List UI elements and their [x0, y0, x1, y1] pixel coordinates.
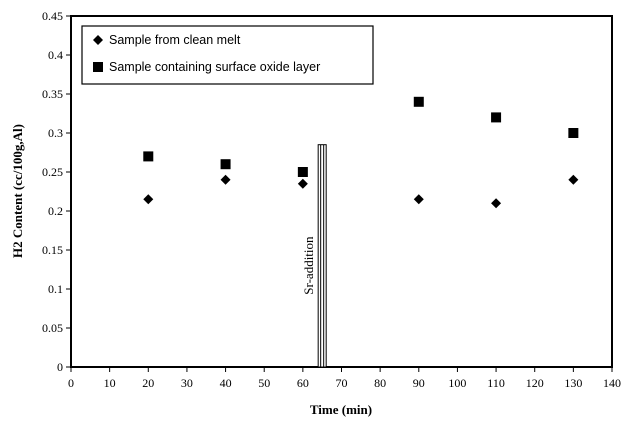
- clean-melt-point: [143, 194, 154, 205]
- y-tick-label: 0.4: [48, 48, 63, 62]
- oxide-layer-point: [297, 167, 308, 177]
- x-tick-label: 30: [181, 376, 193, 390]
- x-tick-label: 110: [487, 376, 505, 390]
- y-tick-label: 0.05: [42, 321, 63, 335]
- x-tick-label: 0: [68, 376, 74, 390]
- legend-diamond-icon: [93, 35, 103, 45]
- sr-addition-annotation: Sr-addition: [301, 144, 327, 368]
- x-axis: 0 10 20 30 40 50 60 70 80 90 100 110 120 130 140: [68, 367, 621, 390]
- x-tick-label: 80: [374, 376, 386, 390]
- sr-addition-label: Sr-addition: [301, 236, 316, 295]
- legend-square-icon: [93, 62, 103, 72]
- legend-label-oxide-layer: Sample containing surface oxide layer: [109, 60, 320, 74]
- x-tick-label: 10: [104, 376, 116, 390]
- clean-melt-point: [491, 198, 502, 209]
- x-axis-label: Time (min): [310, 402, 372, 417]
- y-tick-label: 0.2: [48, 204, 63, 218]
- x-tick-label: 100: [448, 376, 466, 390]
- x-tick-label: 90: [413, 376, 425, 390]
- x-tick-label: 60: [297, 376, 309, 390]
- x-tick-label: 50: [258, 376, 270, 390]
- x-tick-label: 40: [220, 376, 232, 390]
- y-tick-label: 0.25: [42, 165, 63, 179]
- x-tick-label: 120: [526, 376, 544, 390]
- legend-label-clean-melt: Sample from clean melt: [109, 33, 241, 47]
- x-tick-label: 20: [142, 376, 154, 390]
- x-tick-label: 130: [564, 376, 582, 390]
- y-tick-label: 0.45: [42, 9, 63, 23]
- legend-box: [81, 25, 374, 85]
- y-tick-label: 0.15: [42, 243, 63, 257]
- oxide-layer-point: [220, 159, 231, 170]
- oxide-layer-point: [413, 96, 424, 107]
- y-tick-label: 0.3: [48, 126, 63, 140]
- clean-melt-point: [297, 178, 308, 189]
- oxide-layer-point: [143, 151, 154, 162]
- x-tick-label: 70: [336, 376, 348, 390]
- legend: Sample from clean melt Sample containing…: [81, 25, 374, 85]
- x-tick-label: 140: [603, 376, 621, 390]
- oxide-layer-point: [568, 128, 579, 138]
- y-tick-label: 0.1: [48, 282, 63, 296]
- oxide-layer-point: [491, 112, 502, 123]
- y-axis: 0 0.05 0.1 0.15 0.2 0.25 0.3 0.35 0.4 0.45: [42, 9, 71, 374]
- y-axis-label: H2 Content (cc/100g,Al): [10, 124, 25, 258]
- y-tick-label: 0.35: [42, 87, 63, 101]
- data-points: [143, 96, 579, 209]
- y-tick-label: 0: [57, 360, 63, 374]
- clean-melt-point: [568, 174, 579, 185]
- sr-addition-bar: [317, 144, 327, 368]
- clean-melt-point: [220, 174, 231, 185]
- clean-melt-point: [413, 194, 424, 205]
